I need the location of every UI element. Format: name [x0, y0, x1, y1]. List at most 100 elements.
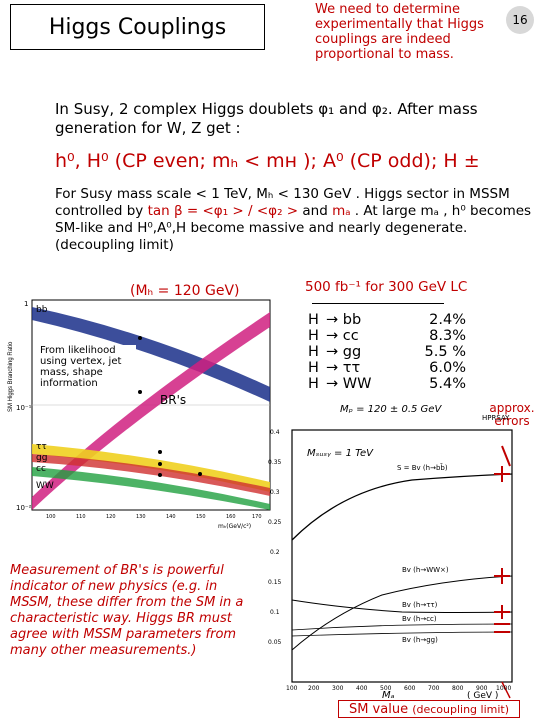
ma-xunit: ( GeV ) — [467, 691, 498, 700]
xtick: 900 — [476, 685, 488, 692]
row-pct: 5.5 % — [424, 344, 466, 360]
ytick: 0.15 — [268, 579, 282, 586]
luminosity-label: 500 fb⁻¹ for 300 GeV LC — [305, 279, 468, 295]
table-rule — [312, 303, 444, 304]
ytick: 0.4 — [270, 429, 280, 436]
slide-title: Higgs Couplings — [10, 4, 265, 50]
page-number: 16 — [506, 6, 534, 34]
br-point — [198, 472, 202, 476]
br-row: H → gg 5.5 % — [308, 344, 466, 360]
higgs-states-line: h⁰, H⁰ (CP even; mₕ < mʜ ); A⁰ (CP odd);… — [55, 150, 480, 172]
xtick: 160 — [226, 514, 236, 520]
ytick-0.1: 10⁻¹ — [16, 404, 32, 412]
br-xticks: 100 110 120 130 140 150 160 170 — [46, 514, 262, 520]
mssm-text-a: For Susy mass scale < 1 TeV, Mₕ < 130 Ge… — [55, 186, 510, 219]
xtick: 1000 — [496, 685, 511, 692]
curve-tautau — [291, 599, 513, 613]
decoupling-text: (decoupling limit) — [412, 702, 510, 716]
ma-xlabel: Mₐ — [382, 690, 395, 700]
row-pct: 2.4% — [429, 312, 466, 328]
curve-ww — [291, 575, 513, 651]
row-channel: → bb — [326, 312, 362, 328]
curve-label-ww: Bv (h→WW×) — [402, 566, 449, 574]
header-note: We need to determine experimentally that… — [315, 2, 484, 62]
br-point — [158, 473, 162, 477]
curve-label-gg: Bv (h→gg) — [402, 636, 438, 644]
approx-pointer — [501, 445, 511, 467]
row-channel: → WW — [326, 376, 372, 392]
curve-cc — [291, 623, 513, 631]
row-pct: 8.3% — [429, 328, 466, 344]
row-h: H — [308, 376, 319, 392]
br-point — [158, 450, 162, 454]
curve-label-cc: Bv (h→cc) — [402, 615, 437, 623]
row-channel: → gg — [326, 344, 362, 360]
intro-paragraph: In Susy, 2 complex Higgs doublets φ₁ and… — [55, 100, 478, 137]
ytick: 0.35 — [268, 459, 282, 466]
ytick-1: 1 — [24, 300, 28, 308]
mh-handwritten: Mₚ = 120 ± 0.5 GeV — [340, 404, 442, 415]
xtick: 800 — [452, 685, 464, 692]
likelihood-annotation: From likelihood using vertex, jet mass, … — [40, 345, 136, 389]
curve-label-bb: S = Bv (h→bb̄) — [397, 463, 448, 472]
row-h: H — [308, 360, 319, 376]
label-ww: WW — [36, 481, 54, 491]
br-row: H → bb 2.4% — [308, 312, 466, 328]
xtick: 200 — [308, 685, 320, 692]
br-plot: SM Higgs Branching Ratio 1 10⁻¹ 10⁻² bb … — [8, 299, 271, 530]
ytick-0.01: 10⁻² — [16, 504, 32, 512]
approx-errors-label: approx. errors — [489, 401, 535, 428]
br-data-points — [138, 336, 202, 477]
xtick: 110 — [76, 514, 86, 520]
ma-yticks: 0.4 0.35 0.3 0.25 0.2 0.15 0.1 0.05 — [268, 429, 282, 646]
label-cc: cc — [36, 464, 46, 474]
sm-value-text: SM value — [348, 701, 409, 717]
row-channel: → cc — [326, 328, 359, 344]
ww-rising-band — [32, 312, 270, 510]
sm-arrows — [494, 445, 511, 633]
mssm-text-b: and — [298, 203, 333, 219]
bb-band — [32, 307, 270, 402]
ytick: 0.2 — [270, 549, 280, 556]
mh-label: (Mₕ = 120 GeV) — [130, 283, 240, 299]
ma-plot: Mₚ = 120 ± 0.5 GeV HPRSAY Mₛᵤₛᵧ = 1 TeV … — [268, 404, 513, 700]
row-pct: 5.4% — [429, 376, 466, 392]
br-xlabel: mₕ(GeV/c²) — [218, 523, 251, 530]
sm-value-box: SM value (decoupling limit) — [338, 700, 520, 718]
xtick: 500 — [380, 685, 392, 692]
xtick: 140 — [166, 514, 176, 520]
curve-label-tautau: Bv (h→ττ) — [402, 601, 438, 609]
br-point — [158, 462, 162, 466]
bottom-note: Measurement of BR's is powerful indicato… — [10, 563, 244, 658]
xtick: 700 — [428, 685, 440, 692]
row-h: H — [308, 344, 319, 360]
sm-pointer — [501, 681, 511, 699]
msusy-label: Mₛᵤₛᵧ = 1 TeV — [307, 448, 374, 459]
mssm-paragraph: For Susy mass scale < 1 TeV, Mₕ < 130 Ge… — [55, 186, 535, 254]
xtick: 400 — [356, 685, 368, 692]
ytick: 0.25 — [268, 519, 282, 526]
ma-xticks: 100 200 300 400 500 600 700 800 900 1000 — [286, 685, 511, 692]
row-h: H — [308, 312, 319, 328]
xtick: 130 — [136, 514, 146, 520]
ytick: 0.05 — [268, 639, 282, 646]
gg-band — [32, 454, 270, 496]
br-row: H → WW 5.4% — [308, 376, 466, 392]
br-row: H → ττ 6.0% — [308, 360, 466, 376]
ytick: 0.1 — [270, 609, 280, 616]
xtick: 600 — [404, 685, 416, 692]
tan-beta-text: tan β = <φ₁ > / <φ₂ > — [147, 203, 299, 219]
br-table: H → bb 2.4% H → cc 8.3% H → gg 5.5 % H → ττ 6.0%… — [308, 312, 466, 392]
mssm-text-c: . At large mₐ , h⁰ becomes SM-like and H… — [55, 203, 532, 253]
xtick: 300 — [332, 685, 344, 692]
curve-gg — [291, 631, 513, 637]
xtick: 170 — [252, 514, 262, 520]
hp-label: HPRSAY — [482, 414, 510, 422]
label-gg: gg — [36, 453, 47, 463]
row-channel: → ττ — [326, 360, 361, 376]
br-point — [138, 336, 142, 340]
brs-label: BR's — [160, 393, 186, 407]
cc-band — [32, 467, 270, 510]
xtick: 120 — [106, 514, 116, 520]
curve-bb — [291, 473, 513, 541]
